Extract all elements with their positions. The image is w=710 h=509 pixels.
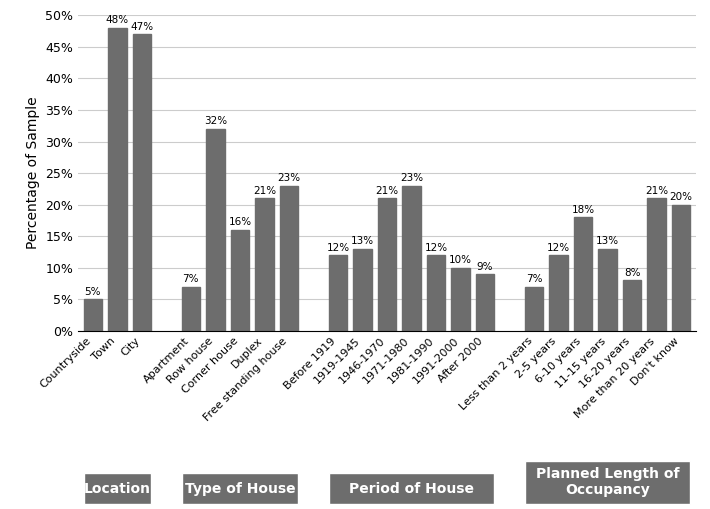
Text: 32%: 32% bbox=[204, 117, 227, 126]
Text: Location: Location bbox=[84, 482, 151, 496]
Bar bbox=[525, 287, 543, 331]
Bar bbox=[182, 287, 200, 331]
Bar bbox=[648, 199, 666, 331]
Text: Planned Length of
Occupancy: Planned Length of Occupancy bbox=[536, 467, 679, 497]
Bar bbox=[476, 274, 494, 331]
Bar bbox=[427, 255, 445, 331]
Bar bbox=[354, 249, 371, 331]
Text: 13%: 13% bbox=[596, 236, 619, 246]
Text: 7%: 7% bbox=[182, 274, 199, 284]
Bar bbox=[599, 249, 617, 331]
Text: 21%: 21% bbox=[253, 186, 276, 196]
Bar bbox=[574, 217, 592, 331]
Text: 5%: 5% bbox=[84, 287, 101, 297]
Bar bbox=[329, 255, 347, 331]
Text: 47%: 47% bbox=[130, 22, 153, 32]
Text: 21%: 21% bbox=[645, 186, 668, 196]
Text: 16%: 16% bbox=[229, 217, 251, 228]
Bar bbox=[108, 28, 126, 331]
Bar bbox=[84, 299, 102, 331]
Bar bbox=[231, 230, 249, 331]
Bar bbox=[378, 199, 396, 331]
Text: 7%: 7% bbox=[526, 274, 542, 284]
Bar bbox=[623, 280, 641, 331]
Text: 23%: 23% bbox=[278, 173, 300, 183]
Bar bbox=[452, 268, 470, 331]
Text: 8%: 8% bbox=[624, 268, 640, 278]
Text: 48%: 48% bbox=[106, 15, 129, 25]
Bar bbox=[672, 205, 690, 331]
Text: 23%: 23% bbox=[400, 173, 423, 183]
Text: 10%: 10% bbox=[449, 255, 472, 265]
Bar bbox=[280, 186, 298, 331]
Text: 18%: 18% bbox=[572, 205, 594, 215]
Text: 13%: 13% bbox=[351, 236, 374, 246]
Text: 12%: 12% bbox=[327, 243, 349, 252]
Bar bbox=[206, 129, 224, 331]
Text: 20%: 20% bbox=[670, 192, 692, 202]
Bar bbox=[255, 199, 273, 331]
Text: 9%: 9% bbox=[476, 262, 493, 271]
Bar bbox=[550, 255, 568, 331]
Text: 12%: 12% bbox=[547, 243, 570, 252]
Bar bbox=[403, 186, 420, 331]
Text: Type of House: Type of House bbox=[185, 482, 295, 496]
Text: Period of House: Period of House bbox=[349, 482, 474, 496]
Text: 12%: 12% bbox=[425, 243, 447, 252]
Bar bbox=[133, 34, 151, 331]
Y-axis label: Percentage of Sample: Percentage of Sample bbox=[26, 97, 40, 249]
Text: 21%: 21% bbox=[376, 186, 398, 196]
